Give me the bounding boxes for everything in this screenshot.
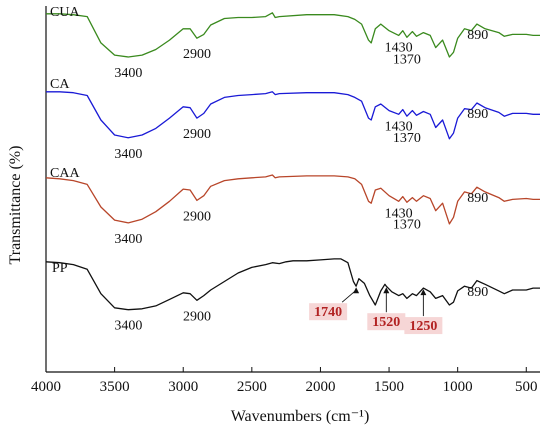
series-line-caa bbox=[45, 174, 540, 225]
series-line-cua bbox=[46, 12, 540, 58]
x-axis-title: Wavenumbers (cm⁻¹) bbox=[231, 408, 370, 425]
peak-label: 890 bbox=[467, 285, 488, 300]
peak-label: 1430 bbox=[385, 40, 413, 55]
peak-label: 1430 bbox=[385, 206, 413, 221]
highlight-arrowhead bbox=[353, 287, 360, 294]
peak-label: 1430 bbox=[385, 119, 413, 134]
series-lines bbox=[45, 12, 540, 311]
x-tick-label: 2500 bbox=[237, 379, 267, 395]
highlight-arrowhead bbox=[383, 287, 390, 294]
peak-label: 3400 bbox=[114, 232, 142, 247]
highlight-box bbox=[367, 313, 406, 331]
series-name-cua: CUA bbox=[50, 5, 80, 20]
highlight-box bbox=[309, 303, 348, 321]
peak-label: 890 bbox=[467, 28, 488, 43]
x-tick-label: 1000 bbox=[443, 379, 473, 395]
highlighted-peak-label: 1740 bbox=[314, 305, 342, 320]
peak-label: 890 bbox=[467, 191, 488, 206]
peak-label: 890 bbox=[467, 107, 488, 122]
highlight-arrowhead bbox=[420, 289, 427, 296]
peak-label: 3400 bbox=[114, 66, 142, 81]
x-tick-label: 1500 bbox=[374, 379, 404, 395]
x-ticks: 4000 3500 3000 2500 2000 1500 1000 500 bbox=[31, 367, 538, 395]
peak-label: 2900 bbox=[183, 209, 211, 224]
peak-label: 1370 bbox=[393, 217, 421, 232]
highlight-box bbox=[404, 317, 443, 335]
series-name-pp: PP bbox=[52, 261, 68, 276]
peak-label: 1370 bbox=[393, 52, 421, 67]
x-tick-label: 2000 bbox=[305, 379, 335, 395]
x-tick-label: 4000 bbox=[31, 379, 61, 395]
x-tick-label: 3000 bbox=[168, 379, 198, 395]
plot-area: 4000 3500 3000 2500 2000 1500 1000 500 CUA CA CAA… bbox=[31, 5, 540, 395]
y-axis-title: Transmittance (%) bbox=[7, 146, 24, 265]
x-tick-label: 500 bbox=[515, 379, 538, 395]
peak-label: 3400 bbox=[114, 147, 142, 162]
highlighted-peak-labels: 1740 1520 1250 bbox=[309, 287, 443, 335]
series-line-pp bbox=[45, 258, 540, 311]
peak-label: 1370 bbox=[393, 131, 421, 146]
peak-label: 2900 bbox=[183, 127, 211, 142]
highlighted-peak-label: 1250 bbox=[409, 319, 437, 334]
peak-label: 2900 bbox=[183, 309, 211, 324]
series-name-caa: CAA bbox=[50, 166, 80, 181]
highlighted-peak-label: 1520 bbox=[372, 315, 400, 330]
peak-label: 2900 bbox=[183, 47, 211, 62]
series-name-ca: CA bbox=[50, 77, 70, 92]
series-line-ca bbox=[46, 91, 540, 140]
peak-label: 3400 bbox=[114, 319, 142, 334]
x-tick-label: 3500 bbox=[100, 379, 130, 395]
series-names: CUA CA CAA PP bbox=[50, 5, 80, 276]
